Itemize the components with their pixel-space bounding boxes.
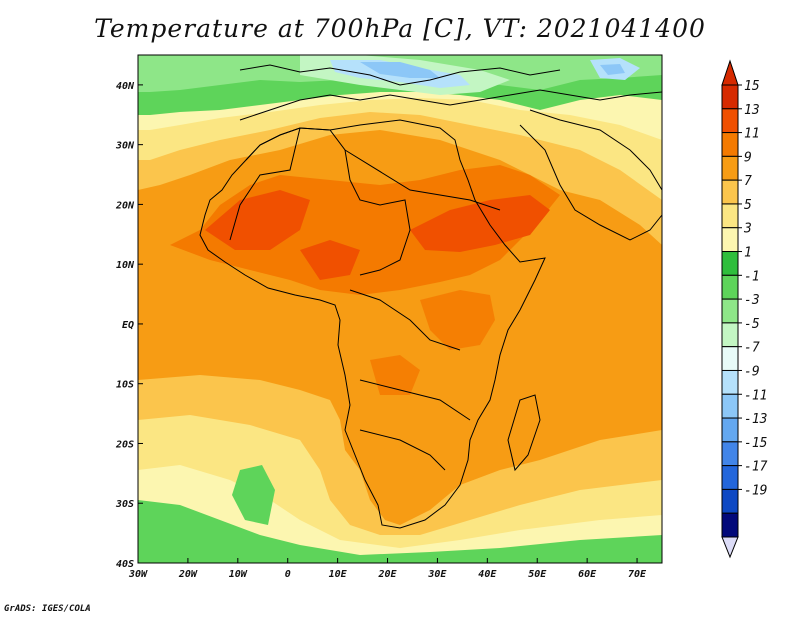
grads-credit: GrADS: IGES/COLA: [4, 604, 91, 614]
colorbar-level-label: 7: [744, 174, 752, 189]
colorbar-bottom-arrow: [721, 536, 739, 559]
colorbar-level-label: 13: [744, 103, 760, 118]
colorbar-level-label: -15: [744, 436, 768, 451]
lat-tick-label: 20N: [115, 200, 135, 211]
lon-tick-label: 40E: [478, 569, 497, 580]
lon-tick-label: 30E: [427, 569, 447, 580]
colorbar-level-label: -19: [744, 483, 767, 498]
colorbar-swatch: [721, 108, 739, 134]
colorbar-level-label: -7: [744, 341, 760, 356]
colorbar-swatch: [721, 274, 739, 300]
colorbar-swatch: [721, 512, 739, 538]
colorbar-level-label: 9: [744, 150, 752, 165]
colorbar-swatch: [721, 298, 739, 324]
colorbar-level-label: -9: [744, 364, 760, 379]
colorbar-level-label: 5: [744, 198, 752, 213]
lat-tick-label: EQ: [122, 320, 134, 331]
colorbar-swatch: [721, 441, 739, 467]
lat-tick-label: 10N: [116, 260, 135, 271]
colorbar-level-label: 1: [744, 246, 752, 261]
colorbar-swatch: [721, 155, 739, 181]
colorbar-swatch: [721, 203, 739, 229]
lat-tick-label: 10S: [116, 380, 134, 391]
colorbar-swatch: [721, 393, 739, 419]
colorbar: 15 13 11 9 7 5 3 1 -1 -3 -5 -7 -9 -11 -13 -15 -17 -19: [721, 59, 768, 559]
colorbar-swatch: [721, 369, 739, 395]
colorbar-level-label: 11: [744, 127, 760, 142]
lon-tick-label: 20E: [377, 569, 397, 580]
lon-tick-label: 0: [285, 569, 291, 580]
lon-tick-label: 70E: [628, 569, 647, 580]
colorbar-swatch: [721, 465, 739, 490]
colorbar-swatch: [721, 346, 739, 371]
colorbar-level-label: -17: [744, 460, 768, 475]
colorbar-top-arrow: [721, 59, 739, 86]
temperature-field: [138, 55, 662, 563]
lat-tick-label: 40S: [116, 559, 134, 570]
coastlines: [199, 64, 662, 529]
lon-tick-label: 30W: [128, 569, 148, 580]
colorbar-swatch: [721, 179, 739, 205]
colorbar-swatch: [721, 84, 739, 110]
lat-tick-label: 40N: [116, 81, 135, 92]
lat-tick-label: 30N: [115, 141, 135, 152]
colorbar-swatch: [721, 417, 739, 443]
colorbar-level-label: 15: [744, 79, 760, 94]
colorbar-swatch: [721, 132, 739, 157]
plot-frame: [137, 54, 663, 564]
colorbar-swatch: [721, 227, 739, 253]
longitude-axis: 30W 20W 10W 0 10E 20E 30E 40E 50E 60E 70E: [128, 558, 647, 580]
map-title: Temperature at 700hPa [C], VT: 202104140…: [94, 14, 706, 43]
colorbar-level-label: -11: [744, 388, 767, 403]
latitude-axis: 40N 30N 20N 10N EQ 10S 20S 30S 40S: [115, 81, 143, 570]
lon-tick-label: 50E: [528, 569, 547, 580]
colorbar-level-label: -13: [744, 412, 767, 427]
lat-tick-label: 20S: [115, 439, 134, 450]
lon-tick-label: 10E: [329, 569, 348, 580]
lon-tick-label: 60E: [578, 569, 597, 580]
colorbar-level-label: -5: [744, 317, 760, 332]
colorbar-level-label: -1: [744, 269, 760, 284]
lon-tick-label: 10W: [229, 569, 248, 580]
colorbar-swatch: [721, 488, 739, 514]
lat-tick-label: 30S: [115, 499, 134, 510]
colorbar-swatch: [721, 251, 739, 276]
colorbar-level-label: 3: [743, 222, 752, 237]
colorbar-level-label: -3: [744, 293, 760, 308]
colorbar-swatch: [721, 322, 739, 348]
lon-tick-label: 20W: [178, 569, 198, 580]
